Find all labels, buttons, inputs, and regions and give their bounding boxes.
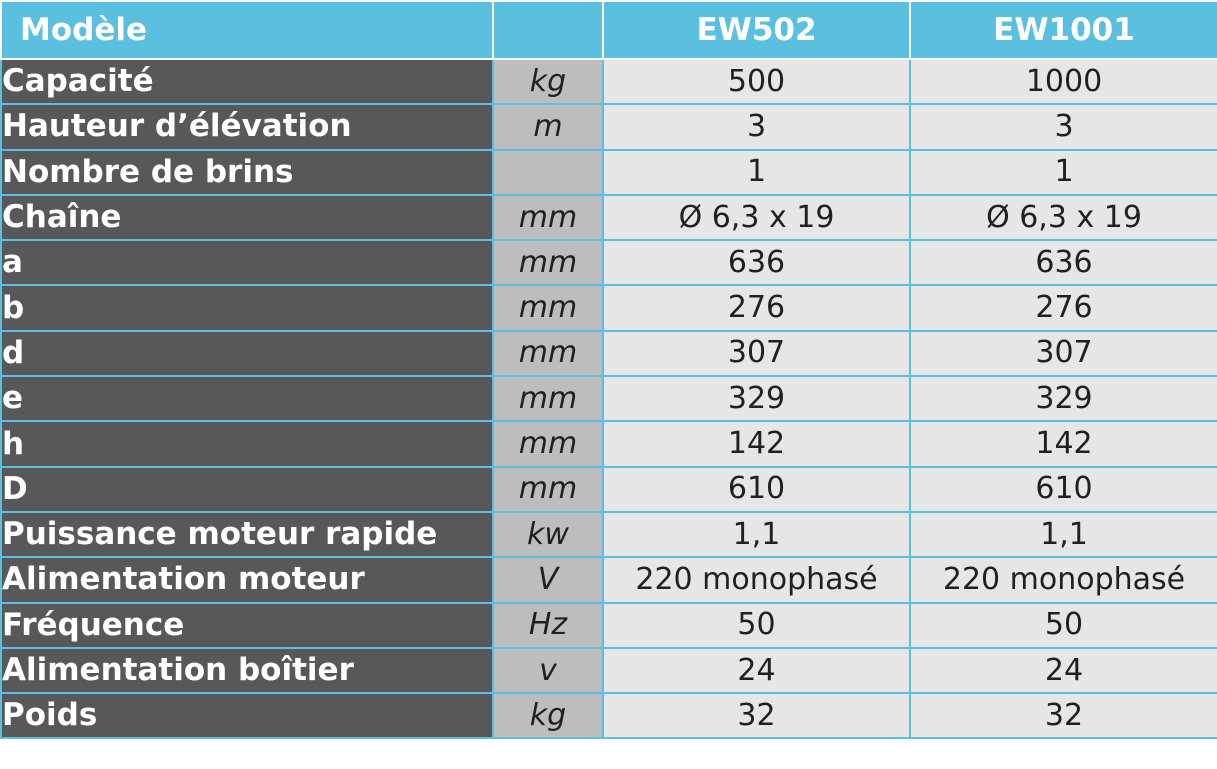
row-unit: kg <box>492 692 604 740</box>
row-label: Nombre de brins <box>0 148 494 196</box>
table-row: Puissance moteur rapide kw 1,1 1,1 <box>0 510 1217 559</box>
table-row: Capacité kg 500 1000 <box>0 57 1217 106</box>
row-value-ew502: Ø 6,3 x 19 <box>602 193 911 242</box>
row-unit: mm <box>492 193 604 242</box>
table-row: d mm 307 307 <box>0 329 1217 378</box>
row-unit: mm <box>492 420 604 468</box>
table-row: Alimentation boîtier v 24 24 <box>0 646 1217 695</box>
row-value-ew1001: 24 <box>909 646 1217 695</box>
row-value-ew502: 142 <box>602 420 911 468</box>
row-unit: kw <box>492 510 604 559</box>
row-label: Fréquence <box>0 601 494 649</box>
row-value-ew502: 610 <box>602 465 911 513</box>
row-value-ew502: 220 monophasé <box>602 556 911 604</box>
row-unit: mm <box>492 329 604 378</box>
row-unit: kg <box>492 57 604 106</box>
row-label: D <box>0 465 494 513</box>
row-label: Chaîne <box>0 193 494 242</box>
header-unit-cell <box>492 0 604 60</box>
spec-table: Modèle EW502 EW1001 Capacité kg 500 1000 Hau… <box>0 0 1217 740</box>
row-value-ew502: 636 <box>602 239 911 287</box>
table-row: Hauteur d’élévation m 3 3 <box>0 103 1217 151</box>
table-row: Alimentation moteur V 220 monophasé 220 mon… <box>0 556 1217 604</box>
row-unit <box>492 148 604 196</box>
row-value-ew1001: 32 <box>909 692 1217 740</box>
row-unit: m <box>492 103 604 151</box>
row-label: Capacité <box>0 57 494 106</box>
row-unit: mm <box>492 375 604 423</box>
row-value-ew502: 329 <box>602 375 911 423</box>
row-value-ew1001: 1000 <box>909 57 1217 106</box>
table-row: e mm 329 329 <box>0 375 1217 423</box>
table-row: a mm 636 636 <box>0 239 1217 287</box>
row-unit: mm <box>492 284 604 332</box>
row-value-ew502: 307 <box>602 329 911 378</box>
row-label: Poids <box>0 692 494 740</box>
row-value-ew1001: 307 <box>909 329 1217 378</box>
row-label: Alimentation moteur <box>0 556 494 604</box>
header-model-ew1001: EW1001 <box>909 0 1217 60</box>
header-model-label: Modèle <box>0 0 494 60</box>
row-label: e <box>0 375 494 423</box>
row-label: h <box>0 420 494 468</box>
row-value-ew1001: 610 <box>909 465 1217 513</box>
row-value-ew1001: 3 <box>909 103 1217 151</box>
header-model-ew502: EW502 <box>602 0 911 60</box>
row-value-ew1001: 50 <box>909 601 1217 649</box>
row-value-ew502: 1 <box>602 148 911 196</box>
row-value-ew502: 276 <box>602 284 911 332</box>
row-label: Alimentation boîtier <box>0 646 494 695</box>
table-row: b mm 276 276 <box>0 284 1217 332</box>
table-row: Poids kg 32 32 <box>0 692 1217 740</box>
row-label: Hauteur d’élévation <box>0 103 494 151</box>
table-row: Chaîne mm Ø 6,3 x 19 Ø 6,3 x 19 <box>0 193 1217 242</box>
row-value-ew502: 1,1 <box>602 510 911 559</box>
row-value-ew502: 500 <box>602 57 911 106</box>
row-unit: Hz <box>492 601 604 649</box>
row-value-ew1001: 1 <box>909 148 1217 196</box>
row-value-ew1001: Ø 6,3 x 19 <box>909 193 1217 242</box>
row-value-ew1001: 636 <box>909 239 1217 287</box>
row-value-ew502: 3 <box>602 103 911 151</box>
row-value-ew1001: 1,1 <box>909 510 1217 559</box>
row-label: a <box>0 239 494 287</box>
row-value-ew502: 32 <box>602 692 911 740</box>
row-label: d <box>0 329 494 378</box>
row-label: Puissance moteur rapide <box>0 510 494 559</box>
row-label: b <box>0 284 494 332</box>
row-unit: mm <box>492 465 604 513</box>
table-row: Nombre de brins 1 1 <box>0 148 1217 196</box>
header-row: Modèle EW502 EW1001 <box>0 0 1217 60</box>
table-row: h mm 142 142 <box>0 420 1217 468</box>
row-unit: mm <box>492 239 604 287</box>
row-value-ew1001: 220 monophasé <box>909 556 1217 604</box>
row-value-ew502: 24 <box>602 646 911 695</box>
row-unit: v <box>492 646 604 695</box>
row-value-ew1001: 142 <box>909 420 1217 468</box>
row-value-ew502: 50 <box>602 601 911 649</box>
row-unit: V <box>492 556 604 604</box>
row-value-ew1001: 329 <box>909 375 1217 423</box>
row-value-ew1001: 276 <box>909 284 1217 332</box>
table-row: Fréquence Hz 50 50 <box>0 601 1217 649</box>
